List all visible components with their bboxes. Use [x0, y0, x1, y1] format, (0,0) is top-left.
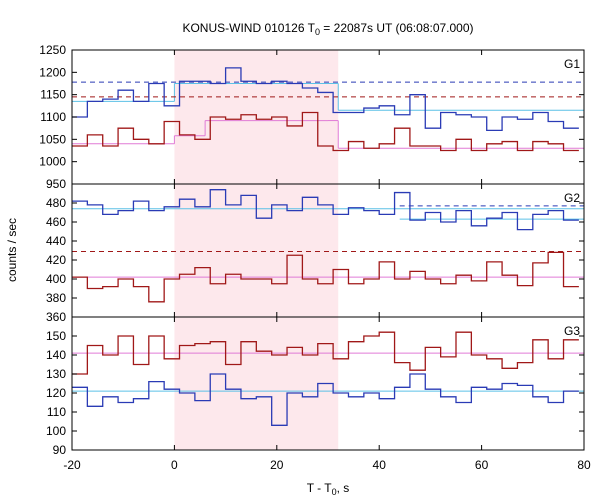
y-tick-label: 1200: [39, 65, 66, 79]
y-axis-label: counts / sec: [5, 218, 19, 282]
series-step-g1-red: [72, 111, 579, 152]
x-tick-label: 0: [171, 458, 178, 472]
y-tick-label: 110: [47, 405, 66, 419]
x-tick-label: 80: [577, 458, 591, 472]
y-tick-label: 120: [46, 386, 66, 400]
panel-frame-g3: [71, 316, 585, 451]
y-tick-label: 440: [46, 234, 66, 248]
y-tick-label: 950: [46, 177, 66, 191]
y-tick-label: 400: [46, 272, 66, 286]
y-tick-label: 100: [46, 424, 66, 438]
series-step-g1-blue: [72, 67, 579, 132]
y-tick-label: 380: [46, 291, 66, 305]
panel-label-g3: G3: [564, 324, 580, 338]
y-tick-label: 90: [53, 443, 67, 457]
series-step-g2-red: [72, 251, 579, 303]
x-tick-label: 20: [270, 458, 284, 472]
x-tick-label: -20: [63, 458, 81, 472]
y-tick-label: 150: [46, 329, 66, 343]
y-tick-label: 1100: [40, 110, 66, 124]
y-tick-label: 420: [46, 253, 66, 267]
y-tick-label: 1000: [39, 155, 66, 169]
series-step-g3-blue: [72, 373, 579, 426]
series-step-g3-red: [72, 331, 579, 375]
x-axis-label: T - T0, s: [307, 481, 350, 497]
y-tick-label: 130: [46, 367, 66, 381]
chart-title: KONUS-WIND 010126 T0 = 22087s UT (06:08:…: [182, 21, 473, 37]
panel-label-g1: G1: [564, 57, 580, 71]
y-tick-label: 480: [46, 196, 66, 210]
y-tick-label: 140: [46, 348, 66, 362]
x-tick-label: 40: [373, 458, 387, 472]
y-tick-label: 1250: [39, 43, 66, 57]
x-tick-label: 60: [475, 458, 489, 472]
y-tick-label: 460: [46, 215, 66, 229]
panel-label-g2: G2: [564, 191, 580, 205]
shaded-interval: [174, 50, 339, 450]
series-step-g2-blue: [72, 189, 579, 231]
y-tick-label: 1150: [40, 88, 66, 102]
plot-area: 950100010501100115012001250G136038040042…: [39, 43, 591, 472]
y-tick-label: 1050: [39, 132, 66, 146]
y-tick-label: 360: [46, 310, 66, 324]
